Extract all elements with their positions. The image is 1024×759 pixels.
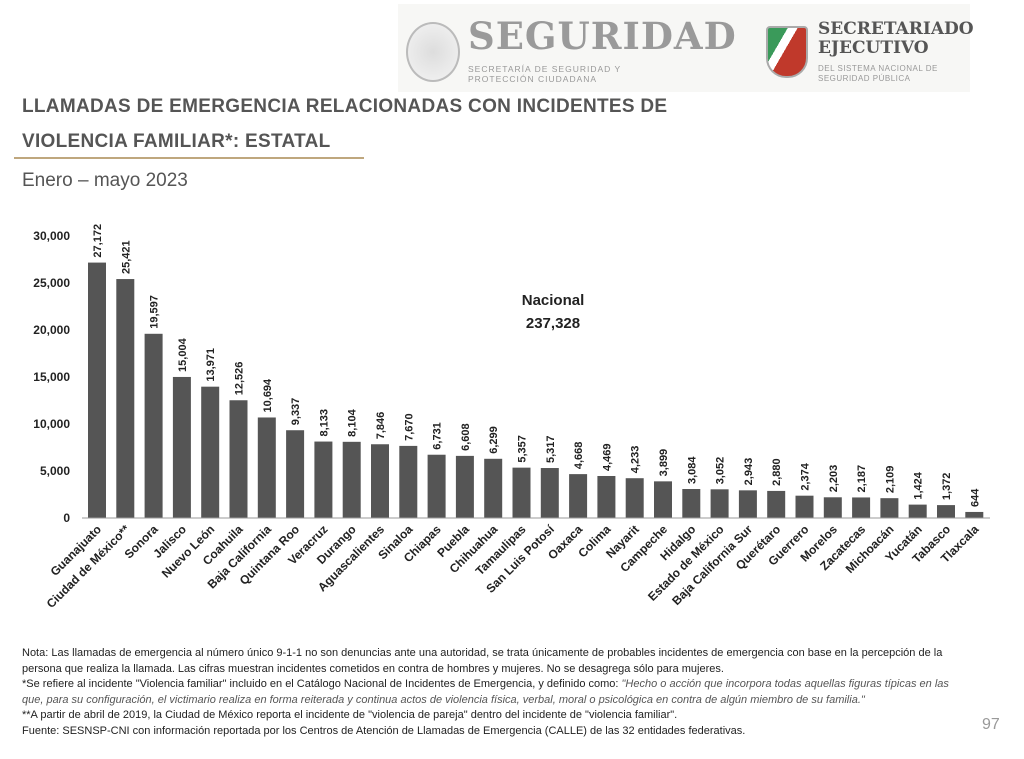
data-label: 644 [969,488,981,507]
bar [314,441,333,518]
data-label: 7,670 [403,413,415,441]
data-label: 6,608 [460,423,472,451]
page-number: 97 [982,716,1000,733]
data-label: 3,899 [658,449,670,477]
bar [738,490,757,518]
bar [201,386,220,518]
bar [427,454,446,518]
note-text: Nota: Las llamadas de emergencia al núme… [22,647,943,675]
bar [229,400,248,518]
bar [88,262,106,518]
bar-chart: 0 5,000 10,000 15,000 20,000 25,000 30,000 27,1… [33,224,990,611]
bar [625,478,644,518]
bar [965,511,984,518]
logo-secretariado: SECRETARIADO EJECUTIVO [818,19,974,58]
data-label: 8,104 [347,408,359,436]
data-label: 2,203 [828,465,840,493]
bar [767,490,786,518]
data-label: 19,597 [149,295,161,329]
data-label: 4,668 [573,442,585,470]
bar [286,430,305,518]
header-logos: SEGURIDAD SECRETARÍA DE SEGURIDAD Y PROT… [398,4,974,92]
data-label: 25,421 [120,240,132,274]
bar [795,495,814,518]
cdmx-note: **A partir de abril de 2019, la Ciudad d… [22,709,678,721]
bar [852,497,871,518]
bar [823,497,842,518]
national-value: 237,328 [526,315,580,332]
logo-seguridad: SEGURIDAD [468,14,737,58]
bar [257,417,276,518]
bar [512,467,531,518]
data-label: 9,337 [290,398,302,426]
bar [144,333,163,518]
data-label: 1,372 [941,473,953,501]
data-label: 10,694 [262,378,274,413]
bar [937,505,955,518]
data-label: 12,526 [234,362,246,396]
y-tick-label: 0 [63,511,70,525]
title-line-2: VIOLENCIA FAMILIAR*: ESTATAL [22,131,331,152]
bar [399,445,418,518]
data-label: 8,133 [318,409,330,437]
bar [569,474,588,518]
bar [371,444,389,518]
data-label: 2,187 [856,465,868,493]
bar [116,279,135,518]
data-label: 2,943 [743,458,755,486]
y-tick-label: 15,000 [33,370,70,384]
data-label: 3,052 [715,457,727,485]
logo-secretariado-sub: DEL SISTEMA NACIONAL DE SEGURIDAD PÚBLIC… [818,64,938,83]
bar [540,468,559,518]
y-tick-label: 25,000 [33,276,70,290]
bar [484,458,503,518]
data-label: 1,424 [913,471,925,499]
y-tick-label: 30,000 [33,229,70,243]
definition-note: *Se refiere al incidente "Violencia fami… [22,677,962,708]
data-label: 2,880 [771,458,783,486]
y-tick-label: 10,000 [33,417,70,431]
bar [342,441,361,518]
data-label: 2,374 [800,462,812,490]
footnotes: Nota: Las llamadas de emergencia al núme… [22,646,962,739]
coat-of-arms-icon [406,22,460,82]
title-line-1: LLAMADAS DE EMERGENCIA RELACIONADAS CON … [22,96,668,117]
logo-seguridad-sub: SECRETARÍA DE SEGURIDAD Y PROTECCIÓN CIU… [468,64,622,84]
data-label: 5,317 [545,435,557,463]
bar [172,376,191,518]
data-label: 27,172 [92,224,104,258]
data-label: 5,357 [517,435,529,463]
definition-text: "Hecho o acción que incorpora todas aque… [22,678,949,706]
national-label: Nacional [522,292,585,309]
bar [682,489,701,518]
source-note: Fuente: SESNSP-CNI con información repor… [22,724,746,737]
bar [597,475,616,518]
data-label: 2,109 [884,466,896,494]
bar [654,481,672,518]
title-underline [14,157,364,159]
bar [710,489,729,518]
data-label: 4,233 [630,446,642,474]
bar [880,498,899,518]
bar [908,504,927,518]
data-label: 6,299 [488,426,500,454]
subtitle: Enero – mayo 2023 [22,170,188,191]
data-label: 4,469 [601,443,613,471]
shield-icon [766,26,808,78]
data-label: 3,084 [686,456,698,484]
data-label: 6,731 [432,422,444,450]
data-label: 7,846 [375,412,387,440]
data-label: 13,971 [205,348,217,382]
bar [455,455,474,518]
definition-lead: *Se refiere al incidente "Violencia fami… [22,678,622,690]
y-tick-label: 20,000 [33,323,70,337]
data-label: 15,004 [177,337,189,372]
y-tick-label: 5,000 [40,464,70,478]
